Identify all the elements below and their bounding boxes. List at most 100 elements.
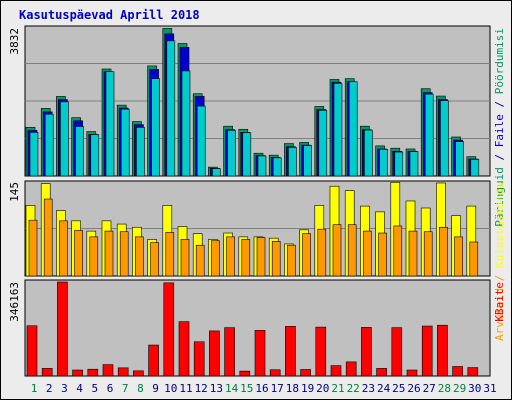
- day-label: 11: [179, 382, 192, 395]
- bar-pages: [29, 132, 39, 177]
- bar-kbytes: [148, 344, 159, 377]
- bar-kbytes: [163, 282, 175, 377]
- bar-kbytes: [87, 368, 99, 377]
- day-label: 31: [483, 382, 496, 395]
- chart-title: Kasutuspäevad Aprill 2018: [19, 8, 200, 22]
- bar-sites: [469, 241, 479, 277]
- bar-sites: [226, 236, 235, 277]
- bar-pages: [75, 126, 84, 177]
- panel-kbytes: [24, 279, 491, 377]
- bar-kbytes: [452, 366, 463, 377]
- y-max-label-kbytes: 346163: [8, 282, 21, 322]
- day-label: 20: [316, 382, 329, 395]
- bar-kbytes: [421, 325, 433, 377]
- day-label: 15: [240, 382, 253, 395]
- legend-segment: Külastuskordi: [493, 182, 506, 268]
- bar-kbytes: [133, 370, 144, 377]
- bar-sites: [408, 230, 418, 277]
- bar-pages: [364, 129, 373, 177]
- bar-sites: [43, 198, 53, 277]
- bar-sites: [347, 224, 357, 277]
- day-label: 14: [225, 382, 239, 395]
- bar-sites: [165, 232, 175, 277]
- day-label: 1: [31, 382, 38, 395]
- bar-sites: [363, 230, 372, 277]
- bar-sites: [195, 244, 205, 277]
- bar-pages: [212, 168, 221, 177]
- bar-pages: [227, 130, 236, 177]
- day-label: 4: [76, 382, 83, 395]
- bar-pages: [90, 134, 100, 177]
- day-label: 19: [301, 382, 314, 395]
- bar-pages: [196, 105, 206, 177]
- bar-kbytes: [391, 327, 403, 377]
- bar-sites: [211, 240, 220, 277]
- day-label: 23: [362, 382, 375, 395]
- legend-segment: KBaite: [493, 282, 506, 322]
- day-label: 27: [423, 382, 436, 395]
- bar-pages: [394, 151, 404, 177]
- bar-sites: [423, 231, 433, 277]
- bar-sites: [302, 233, 311, 277]
- day-label: 3: [61, 382, 68, 395]
- bar-pages: [455, 141, 464, 177]
- day-label: 16: [255, 382, 268, 395]
- bar-kbytes: [254, 330, 266, 377]
- bar-pages: [166, 40, 176, 177]
- bar-kbytes: [269, 369, 281, 377]
- bar-pages: [318, 110, 328, 177]
- day-label: 8: [137, 382, 144, 395]
- x-axis-day-labels: 1 2 3 4 5 6 7 8 9 10 11 12 13 14 15 16 17 18 19 20 21 22 23 24 2…: [31, 382, 497, 395]
- bar-kbytes: [41, 368, 53, 377]
- legend-segment: Päringuid: [493, 167, 506, 227]
- bar-sites: [59, 220, 68, 277]
- bar-sites: [74, 230, 83, 277]
- legend-segment: /: [493, 94, 506, 114]
- bar-pages: [181, 70, 191, 177]
- day-label: 21: [331, 382, 344, 395]
- legend-requests: Päringuid / Faile / Pöördumisi: [493, 28, 506, 227]
- day-label: 24: [377, 382, 391, 395]
- bar-sites: [150, 242, 159, 277]
- bar-kbytes: [300, 369, 311, 377]
- day-label: 17: [271, 382, 284, 395]
- legend-segment: /: [493, 147, 506, 167]
- bar-kbytes: [345, 361, 357, 377]
- day-label: 6: [107, 382, 114, 395]
- bar-pages: [470, 159, 480, 177]
- day-label: 13: [210, 382, 223, 395]
- bar-sites: [28, 219, 38, 277]
- day-label: 12: [195, 382, 208, 395]
- day-label: 28: [438, 382, 451, 395]
- y-max-label-requests: 3832: [8, 28, 21, 55]
- bar-pages: [379, 149, 388, 177]
- bar-sites: [332, 224, 342, 277]
- bar-kbytes: [330, 365, 342, 377]
- day-label: 9: [152, 382, 159, 395]
- bar-pages: [333, 83, 343, 177]
- bar-kbytes: [437, 324, 448, 377]
- bar-kbytes: [102, 364, 114, 377]
- legend-segment: Arvuteid: [493, 288, 506, 341]
- bar-pages: [257, 155, 267, 177]
- legend-kbytes: KBaite: [493, 282, 506, 322]
- bar-pages: [105, 71, 115, 177]
- bar-pages: [288, 147, 297, 177]
- bar-kbytes: [406, 369, 418, 377]
- bar-pages: [348, 81, 358, 177]
- day-label: 2: [46, 382, 53, 395]
- bar-sites: [135, 236, 144, 277]
- bar-sites: [89, 236, 99, 277]
- bar-sites: [454, 236, 463, 277]
- legend-segment: /: [493, 268, 506, 288]
- day-label: 25: [392, 382, 405, 395]
- bar-sites: [378, 232, 387, 277]
- bar-sites: [439, 226, 448, 277]
- legend-segment: Pöördumisi: [493, 28, 506, 94]
- bar-kbytes: [285, 326, 296, 377]
- bar-kbytes: [361, 327, 372, 377]
- panel-visits: [24, 180, 491, 277]
- bar-sites: [271, 241, 281, 277]
